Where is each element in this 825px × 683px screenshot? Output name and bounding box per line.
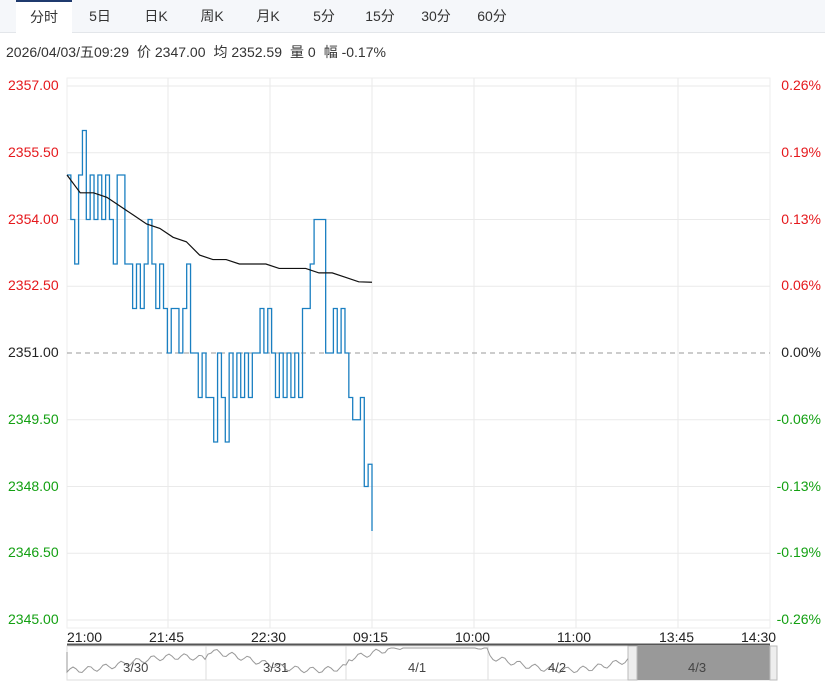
pct-axis-label: 0.13% [781, 210, 821, 227]
tab-2[interactable]: 日K [144, 8, 168, 24]
time-axis-label: 21:00 [67, 629, 103, 645]
y-axis-label: 2345.00 [8, 611, 59, 627]
tab-6[interactable]: 15分 [365, 8, 395, 24]
tab-8[interactable]: 60分 [477, 8, 507, 24]
y-axis-label: 2346.50 [8, 544, 59, 561]
avg-price: 均 2352.59 [213, 44, 283, 60]
y-axis-label: 2348.00 [8, 477, 59, 494]
time-axis-label: 11:00 [557, 629, 591, 645]
tab-7[interactable]: 30分 [421, 8, 451, 24]
y-axis-label: 2355.50 [8, 143, 59, 160]
time-axis-label: 09:15 [353, 629, 389, 645]
navigator-handle-left [627, 645, 638, 681]
price-line [67, 129, 373, 531]
period-tabs: 分时 5日 日K 周K 月K 5分 15分 30分 60分 [0, 0, 825, 33]
navigator-day-label: 4/2 [548, 660, 567, 675]
tab-4[interactable]: 月K [256, 8, 280, 24]
navigator-day-label: 4/1 [408, 660, 427, 675]
pct-axis-label: 0.19% [781, 143, 821, 160]
y-axis-label: 2351.00 [8, 344, 59, 360]
time-axis-label: 21:45 [149, 629, 185, 645]
pct-axis-label: -0.13% [776, 477, 821, 494]
datetime: 2026/04/03/五09:29 [6, 44, 129, 60]
y-axis-label: 2354.00 [8, 210, 59, 227]
pct-axis-label: 0.06% [781, 277, 821, 294]
price: 价 2347.00 [137, 44, 206, 60]
avg-line [66, 174, 373, 283]
time-axis-label: 14:30 [741, 629, 777, 645]
navigator-selection [637, 646, 770, 680]
pct-axis-label: 0.00% [781, 344, 821, 360]
navigator-day-label: 4/3 [688, 660, 707, 675]
navigator-handle-right [769, 645, 778, 681]
time-axis-label: 13:45 [659, 629, 695, 645]
time-axis-label: 22:30 [251, 629, 287, 645]
tab-3[interactable]: 周K [200, 8, 224, 24]
pct-axis-label: -0.19% [776, 544, 821, 561]
change-pct: 幅 -0.17% [323, 44, 386, 60]
volume: 量 0 [290, 44, 316, 60]
y-axis-label: 2352.50 [8, 277, 59, 294]
navigator-sparkline [66, 647, 629, 674]
pct-axis-label: 0.26% [781, 77, 821, 93]
navigator-day-label: 3/30 [123, 660, 149, 675]
tab-1[interactable]: 5日 [89, 8, 111, 24]
navigator-day-label: 3/31 [263, 660, 289, 675]
time-axis-label: 10:00 [455, 629, 491, 645]
tab-5[interactable]: 5分 [313, 8, 335, 24]
quote-info: 2026/04/03/五09:29 价 2347.00 均 2352.59 量 0 幅 … [6, 42, 394, 62]
y-axis-label: 2349.50 [8, 410, 59, 427]
y-axis-label: 2357.00 [8, 77, 59, 93]
tab-0[interactable]: 分时 [16, 0, 72, 33]
pct-axis-label: -0.26% [776, 611, 821, 627]
pct-axis-label: -0.06% [776, 410, 821, 427]
